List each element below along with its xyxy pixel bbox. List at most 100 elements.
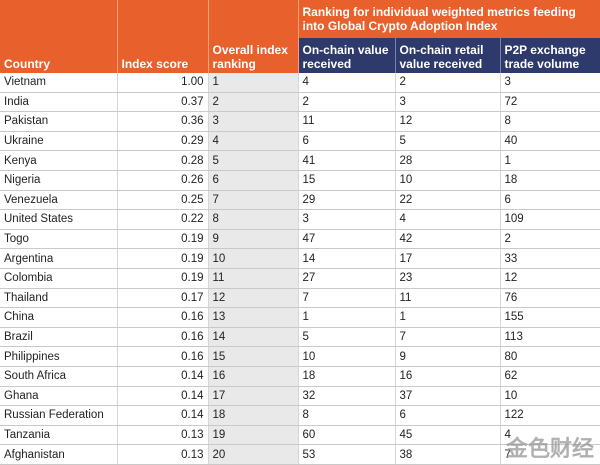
table-cell: 8 [208, 209, 299, 230]
table-cell: 62 [500, 366, 600, 387]
table-cell: Brazil [0, 327, 118, 348]
table-cell: 4 [395, 209, 501, 230]
table-cell: 109 [500, 209, 600, 230]
table-cell: Venezuela [0, 190, 118, 211]
table-cell: 10 [298, 346, 396, 367]
table-cell: 12 [208, 288, 299, 309]
column-header: P2P exchange trade volume [500, 38, 600, 73]
table-cell: 1 [500, 150, 600, 171]
table-cell: 12 [500, 268, 600, 289]
table-cell: 80 [500, 346, 600, 367]
table-cell: 29 [298, 190, 396, 211]
table-cell: 42 [395, 229, 501, 250]
table-cell: 0.19 [117, 229, 209, 250]
table-cell: 20 [208, 444, 299, 465]
table-cell: 16 [395, 366, 501, 387]
table-cell: 8 [500, 111, 600, 132]
table-cell: 10 [208, 248, 299, 269]
table-cell: 19 [208, 425, 299, 446]
watermark: 金色财经 [505, 436, 594, 461]
table-body: Vietnam 1.00 1 4 2 3 India 0.37 2 2 3 72 Pakistan 0.3… [0, 73, 600, 465]
table-cell: 10 [395, 170, 501, 191]
table-row: Nigeria 0.26 6 15 10 18 [0, 170, 600, 191]
table-cell: 9 [208, 229, 299, 250]
table-cell: 0.29 [117, 131, 209, 152]
table-cell: 1 [395, 307, 501, 328]
table-cell: 11 [298, 111, 396, 132]
table-cell: 72 [500, 92, 600, 113]
table-cell: 12 [395, 111, 501, 132]
table-cell: 1 [208, 73, 299, 93]
table-row: Ghana 0.14 17 32 37 10 [0, 386, 600, 407]
table-cell: 113 [500, 327, 600, 348]
table-cell: 3 [298, 209, 396, 230]
table-cell: 16 [208, 366, 299, 387]
table-cell: Nigeria [0, 170, 118, 191]
table-cell: 0.14 [117, 386, 209, 407]
table-cell: 122 [500, 405, 600, 426]
table-cell: 2 [298, 92, 396, 113]
table-cell: 23 [395, 268, 501, 289]
table-cell: 15 [208, 346, 299, 367]
table-cell: 40 [500, 131, 600, 152]
table-cell: 4 [298, 73, 396, 93]
table-cell: 0.16 [117, 327, 209, 348]
table-cell: 1 [298, 307, 396, 328]
table-cell: 76 [500, 288, 600, 309]
table-cell: 2 [395, 73, 501, 93]
table-cell: Ghana [0, 386, 118, 407]
table-cell: 27 [298, 268, 396, 289]
table-row: Pakistan 0.36 3 11 12 8 [0, 111, 600, 132]
table-cell: Thailand [0, 288, 118, 309]
table-cell: 13 [208, 307, 299, 328]
table-cell: 2 [500, 229, 600, 250]
table-cell: 3 [208, 111, 299, 132]
table-row: United States 0.22 8 3 4 109 [0, 209, 600, 230]
table-cell: 2 [208, 92, 299, 113]
table-row: Afghanistan 0.13 20 53 38 7 [0, 444, 600, 465]
table-cell: 6 [298, 131, 396, 152]
table-cell: 11 [208, 268, 299, 289]
table-cell: Tanzania [0, 425, 118, 446]
table-cell: 17 [208, 386, 299, 407]
table-cell: 0.19 [117, 268, 209, 289]
table-cell: 0.16 [117, 307, 209, 328]
table-cell: China [0, 307, 118, 328]
column-header: Country [0, 0, 118, 73]
table-cell: Philippines [0, 346, 118, 367]
table-cell: 0.37 [117, 92, 209, 113]
table-cell: 38 [395, 444, 501, 465]
table-cell: 60 [298, 425, 396, 446]
column-header: On-chain value received [298, 38, 396, 73]
table-cell: 32 [298, 386, 396, 407]
table-cell: 5 [208, 150, 299, 171]
table-cell: 4 [208, 131, 299, 152]
table-cell: 53 [298, 444, 396, 465]
table-cell: 6 [395, 405, 501, 426]
table-row: South Africa 0.14 16 18 16 62 [0, 366, 600, 387]
table-cell: 3 [500, 73, 600, 93]
table-cell: Pakistan [0, 111, 118, 132]
table-row: Russian Federation 0.14 18 8 6 122 [0, 405, 600, 426]
table-cell: 7 [208, 190, 299, 211]
table-cell: 37 [395, 386, 501, 407]
table-cell: Vietnam [0, 73, 118, 93]
table-row: India 0.37 2 2 3 72 [0, 92, 600, 113]
table-cell: 45 [395, 425, 501, 446]
table-cell: 41 [298, 150, 396, 171]
column-header: Overall index ranking [208, 0, 299, 73]
table-cell: 8 [298, 405, 396, 426]
table-cell: Afghanistan [0, 444, 118, 465]
table-cell: 0.17 [117, 288, 209, 309]
table-cell: 10 [500, 386, 600, 407]
table-cell: 33 [500, 248, 600, 269]
table-cell: 0.16 [117, 346, 209, 367]
table-cell: United States [0, 209, 118, 230]
table-cell: 0.13 [117, 444, 209, 465]
table-cell: Russian Federation [0, 405, 118, 426]
table-cell: 7 [298, 288, 396, 309]
table-cell: 14 [208, 327, 299, 348]
table-row: Thailand 0.17 12 7 11 76 [0, 288, 600, 309]
